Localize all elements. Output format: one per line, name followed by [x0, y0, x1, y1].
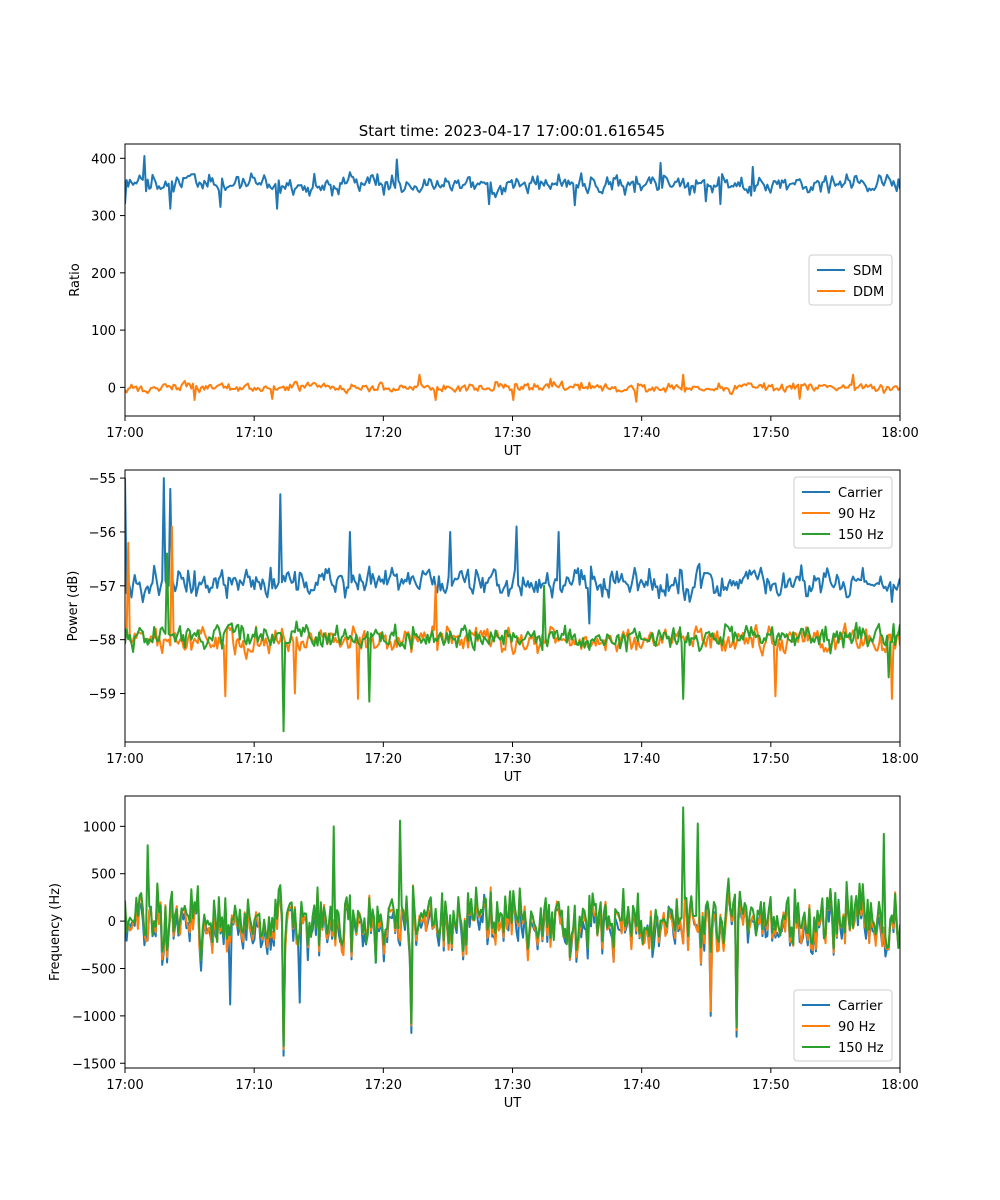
legend: SDM DDM [808, 254, 893, 306]
y-tick-label: −1000 [72, 1010, 116, 1025]
plot-frame [124, 469, 901, 743]
y-tick-label: 0 [108, 915, 116, 930]
legend-label: 90 Hz [838, 507, 875, 522]
x-tick-label: 17:40 [623, 426, 660, 441]
x-tick-label: 17:40 [623, 1078, 660, 1093]
x-axis-label: UT [504, 770, 522, 785]
series-group [125, 806, 900, 1057]
panel-3: 17:00 17:10 17:20 17:30 17:40 17:50 18:00 1000 5… [48, 795, 919, 1111]
x-tick-label: 17:20 [365, 752, 402, 767]
x-axis-label: UT [504, 1096, 522, 1111]
x-tick-label: 17:20 [365, 1078, 402, 1093]
series-line-sdm [125, 155, 900, 210]
panel-2: 17:00 17:10 17:20 17:30 17:40 17:50 18:00 −55 −5… [66, 469, 919, 785]
y-tick-label: −500 [80, 962, 116, 977]
legend-box [793, 476, 893, 549]
series-line-ddm [125, 373, 900, 403]
y-tick-label: 0 [108, 381, 116, 396]
y-tick-label: 300 [91, 210, 116, 225]
x-tick-label: 17:00 [106, 752, 143, 767]
y-axis-label: Ratio [68, 263, 83, 296]
legend: Carrier 90 Hz 150 Hz [793, 989, 893, 1062]
legend-label: 150 Hz [838, 528, 884, 543]
x-axis-label: UT [504, 444, 522, 459]
x-tick-label: 17:00 [106, 1078, 143, 1093]
x-tick-label: 17:30 [494, 1078, 531, 1093]
x-tick-label: 17:50 [752, 426, 789, 441]
legend-box [808, 254, 893, 306]
x-tick-label: 18:00 [881, 752, 918, 767]
legend-label: Carrier [838, 486, 883, 501]
legend: Carrier 90 Hz 150 Hz [793, 476, 893, 549]
x-tick-label: 17:40 [623, 752, 660, 767]
series-group [125, 477, 900, 733]
series-line-carrier [125, 477, 900, 625]
series-line-150-hz [125, 552, 900, 733]
legend-label: DDM [853, 285, 884, 300]
x-tick-label: 17:50 [752, 752, 789, 767]
x-tick-label: 17:00 [106, 426, 143, 441]
series-group [125, 155, 900, 403]
legend-label: Carrier [838, 999, 883, 1014]
series-line-150-hz [125, 806, 900, 1048]
y-tick-label: 200 [91, 267, 116, 282]
y-tick-label: −58 [89, 634, 116, 649]
figure-title: Start time: 2023-04-17 17:00:01.616545 [359, 122, 665, 140]
y-tick-label: −56 [89, 526, 116, 541]
x-tick-label: 17:30 [494, 426, 531, 441]
y-tick-label: 400 [91, 152, 116, 167]
x-tick-label: 17:50 [752, 1078, 789, 1093]
legend-box [793, 989, 893, 1062]
y-tick-label: −57 [89, 580, 116, 595]
y-tick-label: −59 [89, 688, 116, 703]
x-tick-label: 18:00 [881, 426, 918, 441]
legend-label: 90 Hz [838, 1020, 875, 1035]
panel-1: 17:00 17:10 17:20 17:30 17:40 17:50 18:00 0 100 2… [68, 143, 919, 459]
x-tick-label: 17:10 [235, 426, 272, 441]
y-axis-label: Power (dB) [66, 571, 81, 642]
y-tick-label: 1000 [83, 820, 116, 835]
x-tick-label: 18:00 [881, 1078, 918, 1093]
legend-label: SDM [853, 264, 882, 279]
y-axis-label: Frequency (Hz) [48, 883, 63, 981]
y-tick-label: 100 [91, 324, 116, 339]
x-tick-label: 17:30 [494, 752, 531, 767]
x-tick-label: 17:20 [365, 426, 402, 441]
x-tick-label: 17:10 [235, 752, 272, 767]
chart-panels: 17:00 17:10 17:20 17:30 17:40 17:50 18:00 0 100 2… [48, 143, 919, 1111]
y-tick-label: 500 [91, 868, 116, 883]
x-tick-label: 17:10 [235, 1078, 272, 1093]
series-line-90-hz [125, 525, 900, 700]
y-tick-label: −55 [89, 472, 116, 487]
y-tick-label: −1500 [72, 1057, 116, 1072]
legend-label: 150 Hz [838, 1041, 884, 1056]
